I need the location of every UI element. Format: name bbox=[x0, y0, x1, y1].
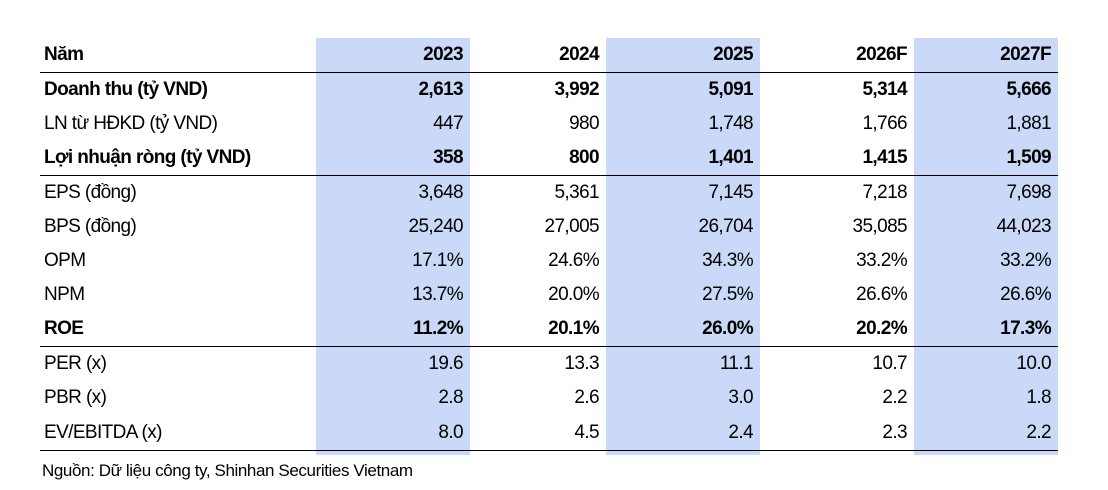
table-cell: 17.3% bbox=[914, 312, 1058, 347]
table-cell: 5,091 bbox=[708, 79, 753, 100]
header-cell-2026f: 2026F bbox=[760, 38, 914, 73]
table-cell: 1,766 bbox=[862, 113, 907, 134]
table-cell: 34.3% bbox=[702, 250, 753, 271]
source-note: Nguồn: Dữ liệu công ty, Shinhan Securiti… bbox=[42, 461, 413, 480]
table-cell: 4.5 bbox=[470, 415, 606, 451]
table-row: EPS (đồng) 3,648 5,361 7,145 7,218 7,698 bbox=[40, 176, 1058, 211]
table-cell: 5,314 bbox=[862, 79, 907, 100]
row-label: Lợi nhuận ròng (tỷ VND) bbox=[40, 141, 316, 176]
header-row: Năm 2023 2024 2025 2026F 2027F bbox=[40, 38, 1058, 73]
table-cell: 358 bbox=[316, 141, 470, 176]
table-cell: 3.0 bbox=[728, 387, 753, 408]
row-label: PER (x) bbox=[44, 353, 107, 374]
table-cell: 7,698 bbox=[1006, 182, 1051, 203]
row-label: EV/EBITDA (x) bbox=[40, 415, 316, 451]
table-cell: 2.4 bbox=[606, 415, 760, 451]
table-cell: 26.6% bbox=[1000, 284, 1051, 305]
table-cell: 20.0% bbox=[548, 284, 599, 305]
table-cell: 2.8 bbox=[438, 387, 463, 408]
table-row: ROE 11.2% 20.1% 26.0% 20.2% 17.3% bbox=[40, 312, 1058, 347]
row-label: Doanh thu (tỷ VND) bbox=[44, 79, 208, 100]
header-cell-2023: 2023 bbox=[316, 38, 470, 73]
table-cell: 13.7% bbox=[412, 284, 463, 305]
table-cell: 10.0 bbox=[1016, 353, 1051, 374]
table-cell: 27.5% bbox=[702, 284, 753, 305]
table-cell: 1,748 bbox=[708, 113, 753, 134]
row-label: OPM bbox=[44, 250, 86, 271]
table-cell: 2.2 bbox=[882, 387, 907, 408]
table-row: BPS (đồng) 25,240 27,005 26,704 35,085 4… bbox=[40, 210, 1058, 244]
table-cell: 7,145 bbox=[708, 182, 753, 203]
table-cell: 8.0 bbox=[316, 415, 470, 451]
table-cell: 2.6 bbox=[574, 387, 599, 408]
table-cell: 19.6 bbox=[428, 353, 463, 374]
table-row: Doanh thu (tỷ VND) 2,613 3,992 5,091 5,3… bbox=[40, 73, 1058, 108]
table-cell: 11.1 bbox=[719, 353, 754, 374]
table-cell: 26.6% bbox=[856, 284, 907, 305]
financial-table: Năm 2023 2024 2025 2026F 2027F Doanh thu… bbox=[40, 38, 1058, 451]
table-cell: 24.6% bbox=[548, 250, 599, 271]
table-cell: 1,881 bbox=[1006, 113, 1051, 134]
table-row: OPM 17.1% 24.6% 34.3% 33.2% 33.2% bbox=[40, 244, 1058, 278]
table-cell: 3,648 bbox=[418, 182, 463, 203]
table-cell: 3,992 bbox=[554, 79, 599, 100]
table-cell: 33.2% bbox=[856, 250, 907, 271]
header-cell-year: Năm bbox=[40, 38, 316, 73]
table-cell: 2.2 bbox=[914, 415, 1058, 451]
table-cell: 20.2% bbox=[760, 312, 914, 347]
row-label: LN từ HĐKD (tỷ VND) bbox=[44, 113, 218, 134]
table-cell: 5,666 bbox=[1006, 79, 1051, 100]
table-cell: 17.1% bbox=[412, 250, 463, 271]
band-2023 bbox=[316, 38, 470, 455]
header-cell-2024: 2024 bbox=[470, 38, 606, 73]
table-cell: 7,218 bbox=[862, 182, 907, 203]
table-cell: 20.1% bbox=[470, 312, 606, 347]
table-cell: 35,085 bbox=[852, 216, 907, 237]
table-row: PBR (x) 2.8 2.6 3.0 2.2 1.8 bbox=[40, 381, 1058, 415]
row-label: EPS (đồng) bbox=[44, 182, 137, 203]
table-cell: 33.2% bbox=[1000, 250, 1051, 271]
table-cell: 26.0% bbox=[606, 312, 760, 347]
table-cell: 1,509 bbox=[914, 141, 1058, 176]
table-cell: 25,240 bbox=[408, 216, 463, 237]
table-cell: 1,401 bbox=[606, 141, 760, 176]
table-cell: 800 bbox=[470, 141, 606, 176]
row-label: NPM bbox=[44, 284, 85, 305]
table-cell: 44,023 bbox=[996, 216, 1051, 237]
table-row: NPM 13.7% 20.0% 27.5% 26.6% 26.6% bbox=[40, 278, 1058, 312]
table-cell: 13.3 bbox=[564, 353, 599, 374]
band-2027f bbox=[914, 38, 1058, 455]
row-label: BPS (đồng) bbox=[44, 216, 137, 237]
table-cell: 2.3 bbox=[760, 415, 914, 451]
table-row: PER (x) 19.6 13.3 11.1 10.7 10.0 bbox=[40, 347, 1058, 382]
table-cell: 447 bbox=[433, 113, 464, 134]
row-label: PBR (x) bbox=[44, 387, 107, 408]
financial-table-container: Năm 2023 2024 2025 2026F 2027F Doanh thu… bbox=[40, 38, 1058, 455]
table-cell: 11.2% bbox=[316, 312, 470, 347]
table-row: Lợi nhuận ròng (tỷ VND) 358 800 1,401 1,… bbox=[40, 141, 1058, 176]
table-row: EV/EBITDA (x) 8.0 4.5 2.4 2.3 2.2 bbox=[40, 415, 1058, 451]
header-cell-2027f: 2027F bbox=[914, 38, 1058, 73]
band-2025 bbox=[606, 38, 760, 455]
table-cell: 26,704 bbox=[698, 216, 753, 237]
table-cell: 980 bbox=[569, 113, 600, 134]
table-cell: 1.8 bbox=[1026, 387, 1051, 408]
table-cell: 2,613 bbox=[418, 79, 463, 100]
row-label: ROE bbox=[40, 312, 316, 347]
table-cell: 10.7 bbox=[872, 353, 907, 374]
table-row: LN từ HĐKD (tỷ VND) 447 980 1,748 1,766 … bbox=[40, 107, 1058, 141]
header-cell-2025: 2025 bbox=[606, 38, 760, 73]
table-cell: 1,415 bbox=[760, 141, 914, 176]
table-cell: 5,361 bbox=[554, 182, 599, 203]
table-cell: 27,005 bbox=[544, 216, 599, 237]
